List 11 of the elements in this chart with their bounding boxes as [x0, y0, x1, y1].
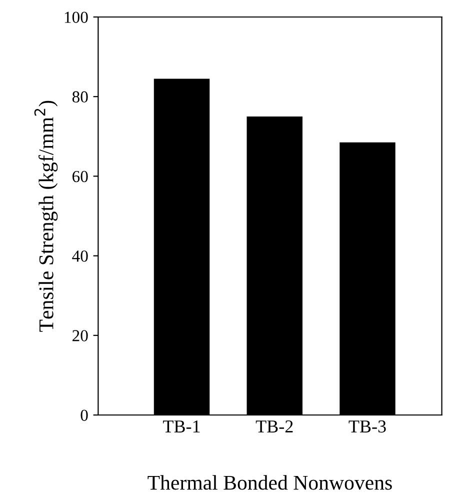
y-tick-label: 0	[80, 410, 88, 421]
y-tick-label: 60	[72, 170, 88, 182]
y-axis-title: Tensile Strength (kgf/mm$^{2}$)	[34, 100, 58, 332]
x-tick-label: TB-2	[256, 420, 293, 432]
y-tick-label: 40	[72, 250, 88, 262]
x-tick-label: TB-3	[348, 420, 386, 433]
x-tick-label: TB-1	[163, 420, 200, 432]
x-axis-title: Thermal Bonded Nonwovens	[148, 475, 392, 490]
y-tick-label: 80	[72, 91, 88, 103]
y-tick-label: 100	[64, 12, 88, 23]
y-tick-label: 20	[72, 330, 88, 342]
